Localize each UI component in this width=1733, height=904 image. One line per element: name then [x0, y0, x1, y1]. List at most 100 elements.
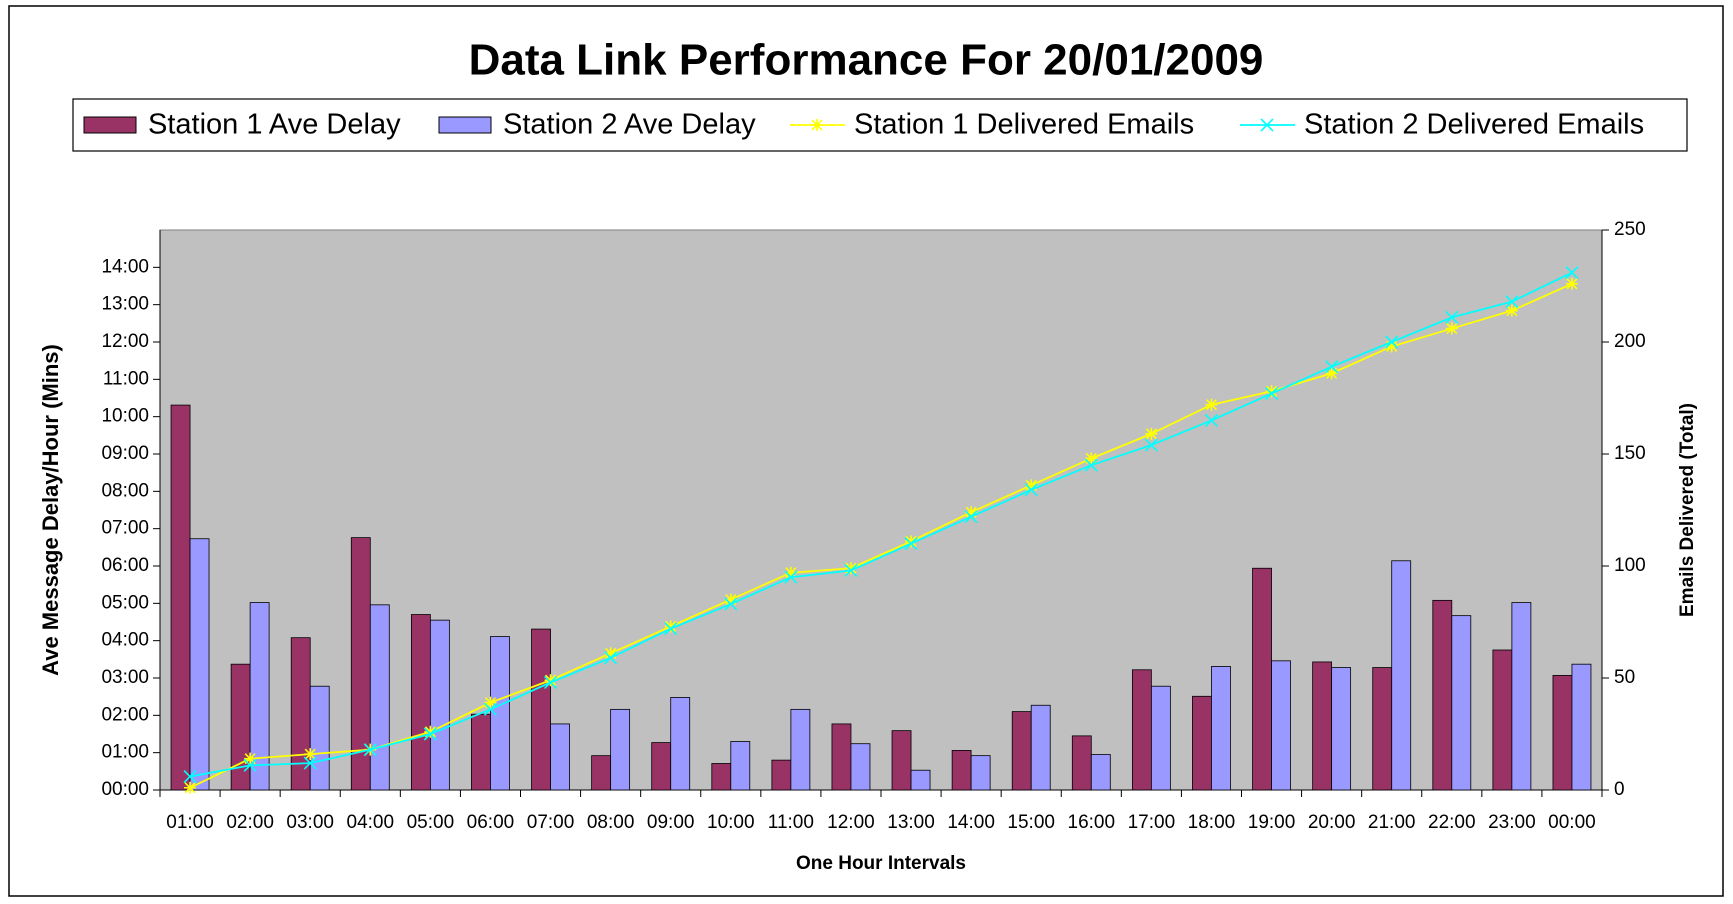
line-marker	[1144, 438, 1158, 452]
bar	[1391, 560, 1412, 791]
line-marker	[604, 647, 617, 660]
y-tick-label: 01:00	[101, 742, 149, 763]
line-marker	[784, 566, 797, 579]
bar	[1331, 667, 1352, 791]
x-tick-label: 18:00	[1188, 812, 1236, 833]
bar	[730, 741, 751, 791]
bar	[711, 763, 732, 791]
line-marker	[303, 756, 317, 770]
bar	[369, 604, 390, 791]
bar	[670, 697, 691, 791]
line-marker	[905, 535, 918, 548]
line-marker	[183, 769, 197, 784]
y2-tick-label: 100	[1614, 555, 1646, 576]
line-marker	[1445, 310, 1459, 324]
line-marker	[904, 537, 918, 551]
x-tick-label: 19:00	[1248, 812, 1296, 833]
x-tick-label: 12:00	[827, 812, 875, 833]
bar	[1432, 599, 1453, 791]
bar	[970, 755, 991, 791]
line-marker	[844, 562, 857, 575]
y-tick-label: 12:00	[101, 331, 149, 352]
line-marker	[1084, 458, 1098, 472]
bar	[490, 636, 510, 791]
bar	[1011, 711, 1032, 791]
line-marker	[784, 570, 798, 584]
bar	[1451, 615, 1472, 791]
y2-tick-label: 150	[1614, 443, 1646, 464]
line	[189, 271, 1573, 778]
bar	[591, 755, 612, 791]
y-tick-label: 10:00	[101, 406, 149, 427]
bar	[1312, 661, 1333, 791]
x-tick-label: 13:00	[887, 812, 935, 833]
bar	[651, 742, 672, 791]
bar	[1372, 667, 1393, 791]
legend-swatch	[83, 116, 137, 134]
bar	[550, 723, 570, 791]
line-marker	[1565, 277, 1578, 290]
bar	[850, 743, 871, 791]
bar	[1571, 663, 1592, 791]
x-tick-label: 04:00	[347, 812, 395, 833]
x-tick-label: 09:00	[647, 812, 695, 833]
line-marker	[1385, 335, 1399, 349]
x-tick-label: 14:00	[947, 812, 995, 833]
bar	[831, 723, 852, 791]
legend-box	[72, 98, 1688, 152]
x-tick-label: 01:00	[166, 812, 214, 833]
y-tick-label: 11:00	[103, 368, 149, 389]
bar	[170, 404, 191, 791]
bar	[249, 602, 270, 791]
y-tick-label: 09:00	[101, 443, 149, 464]
line-marker	[423, 727, 437, 741]
line-marker	[243, 758, 257, 772]
bar	[1511, 602, 1532, 791]
line-marker	[844, 563, 858, 578]
bar	[189, 538, 210, 791]
y-tick-label: 00:00	[101, 779, 149, 800]
line-marker	[424, 725, 437, 738]
y-tick-label: 08:00	[101, 480, 149, 501]
line-marker	[484, 696, 497, 709]
x-tick-label: 02:00	[226, 812, 274, 833]
bar	[471, 713, 491, 791]
bar	[1271, 660, 1291, 791]
line-marker	[304, 748, 317, 761]
bar	[410, 614, 431, 791]
legend-marker	[811, 119, 823, 131]
line	[189, 282, 1573, 789]
y-tick-label: 13:00	[101, 294, 149, 315]
line-marker	[724, 593, 737, 606]
x-tick-label: 16:00	[1068, 812, 1116, 833]
plot-area	[159, 229, 1603, 791]
bar	[230, 663, 251, 791]
x-tick-label: 05:00	[407, 812, 455, 833]
bar	[1150, 685, 1171, 791]
line-marker	[1565, 265, 1579, 280]
bar	[531, 628, 551, 791]
x-tick-label: 06:00	[467, 812, 515, 833]
legend-label: Station 2 Ave Delay	[503, 109, 756, 141]
line-marker	[543, 675, 558, 690]
y-axis-title: Ave Message Delay/Hour (Mins)	[38, 344, 63, 676]
y-tick-label: 14:00	[101, 256, 149, 277]
bar	[290, 637, 311, 791]
bar	[771, 759, 792, 791]
line-marker	[964, 510, 978, 524]
bar	[1211, 666, 1231, 791]
line-marker	[1145, 427, 1158, 440]
line-marker	[1264, 386, 1279, 401]
x-tick-label: 20:00	[1308, 812, 1356, 833]
line-marker	[664, 622, 678, 636]
x-tick-label: 03:00	[286, 812, 334, 833]
legend-swatch	[438, 116, 492, 134]
line-marker	[483, 702, 498, 716]
y2-tick-label: 250	[1614, 219, 1646, 240]
line-marker	[1325, 367, 1338, 380]
y-tick-label: 05:00	[101, 592, 149, 613]
line-marker	[1024, 483, 1038, 497]
y-tick-label: 02:00	[101, 704, 149, 725]
bar	[910, 769, 931, 791]
x-tick-label: 08:00	[587, 812, 635, 833]
